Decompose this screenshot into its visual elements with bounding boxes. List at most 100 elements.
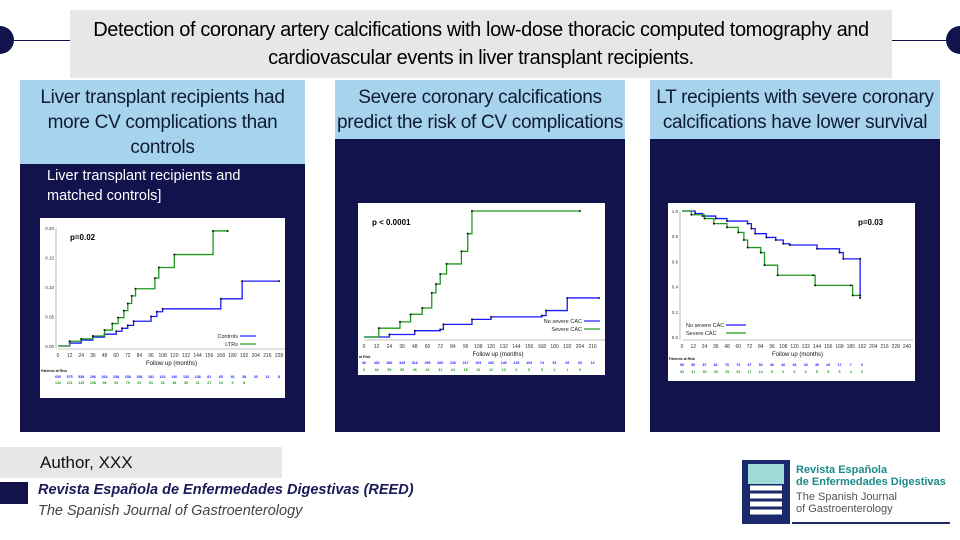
risk-count: 10 (502, 368, 506, 372)
p-value: p < 0.0001 (372, 218, 411, 227)
censor-mark (470, 318, 473, 321)
risk-count: 290 (425, 361, 431, 365)
risk-count: 46 (770, 363, 774, 367)
censor-mark (219, 297, 222, 300)
censor-mark (816, 247, 818, 250)
risk-count: 62 (137, 381, 141, 385)
risk-count: 31 (438, 368, 442, 372)
risk-count: 42 (426, 368, 430, 372)
x-tick-label: 132 (500, 344, 509, 350)
legend-label: Severe CAC (686, 331, 717, 337)
x-tick-label: 192 (563, 344, 572, 350)
x-tick-label: 108 (159, 353, 168, 359)
x-tick-label: 108 (474, 344, 483, 350)
censor-mark (598, 296, 600, 299)
censor-mark (445, 262, 448, 265)
risk-count: 17 (748, 370, 752, 374)
censor-mark (460, 250, 463, 253)
risk-count: 5 (839, 370, 841, 374)
risk-count: 133 (183, 375, 189, 379)
censor-mark (377, 327, 380, 330)
y-tick-label: 0.20 (45, 226, 54, 231)
risk-count: 6 (794, 370, 796, 374)
censor-mark (765, 236, 768, 239)
risk-count: 30 (815, 363, 819, 367)
x-tick-label: 156 (824, 344, 833, 350)
x-axis-label: Follow up (months) (472, 352, 523, 358)
risk-count: 6 (515, 368, 517, 372)
risk-count: 600 (55, 375, 61, 379)
risk-count: 6 (805, 370, 807, 374)
risk-count: 26 (714, 370, 718, 374)
y-tick-label: 0.10 (45, 285, 54, 290)
risk-count: 38 (172, 381, 176, 385)
risk-count: 55 (400, 368, 404, 372)
x-tick-label: 96 (463, 344, 469, 350)
x-tick-label: 0 (57, 353, 60, 359)
p-value: p=0.02 (70, 233, 96, 242)
censor-mark (726, 226, 728, 229)
risk-table-label: Patients at Risk (41, 369, 67, 373)
risk-count: 5 (528, 368, 530, 372)
censor-mark (703, 217, 706, 220)
censor-mark (763, 264, 766, 267)
panel-heading: LT recipients with severe coronary calci… (650, 80, 940, 139)
risk-count: 59 (387, 368, 391, 372)
risk-count: 7 (850, 363, 852, 367)
censor-mark (782, 242, 785, 245)
x-tick-label: 192 (858, 344, 867, 350)
x-tick-label: 132 (802, 344, 811, 350)
risk-count: 0 (861, 363, 863, 367)
censor-mark (851, 294, 854, 297)
risk-count: 33 (680, 370, 684, 374)
risk-count: 23 (736, 370, 740, 374)
x-tick-label: 120 (170, 353, 179, 359)
x-tick-label: 12 (690, 344, 696, 350)
risk-count: 0 (579, 368, 581, 372)
risk-count: 17 (838, 363, 842, 367)
risk-count: 33 (804, 363, 808, 367)
risk-count: 538 (78, 375, 84, 379)
risk-count: 5 (816, 370, 818, 374)
censor-mark (409, 313, 412, 316)
risk-count: 43 (161, 381, 165, 385)
censor-mark (712, 222, 715, 225)
x-tick-label: 228 (892, 344, 901, 350)
x-tick-label: 204 (252, 353, 261, 359)
censor-mark (776, 274, 779, 277)
risk-count: 40 (781, 363, 785, 367)
risk-count: 79 (126, 381, 130, 385)
km-curve-ltrs (58, 230, 228, 347)
risk-count: 6 (782, 370, 784, 374)
risk-count: 94 (114, 381, 118, 385)
x-tick-label: 72 (437, 344, 443, 350)
logo-line-4: of Gastroenterology (796, 503, 893, 515)
y-tick-label: 0.00 (45, 344, 54, 349)
risk-count: 81 (207, 375, 211, 379)
risk-count: 38 (242, 375, 246, 379)
x-tick-label: 180 (847, 344, 856, 350)
risk-count: 98 (103, 381, 107, 385)
x-tick-label: 60 (735, 344, 741, 350)
x-tick-label: 120 (487, 344, 496, 350)
censor-mark (153, 277, 156, 280)
x-tick-label: 72 (747, 344, 753, 350)
x-tick-label: 204 (576, 344, 585, 350)
censor-mark (701, 215, 704, 218)
risk-count: 146 (501, 361, 507, 365)
y-tick-label: 1.0 (672, 209, 679, 214)
censor-mark (80, 337, 83, 340)
x-tick-label: 60 (425, 344, 431, 350)
x-tick-label: 156 (525, 344, 534, 350)
divider-right (892, 40, 950, 41)
x-tick-label: 180 (228, 353, 237, 359)
logo-line-2: de Enfermedades Digestivas (796, 476, 946, 488)
x-tick-label: 156 (205, 353, 214, 359)
censor-mark (470, 210, 473, 212)
risk-count: 181 (148, 375, 154, 379)
decorative-circle-left (0, 26, 14, 54)
km-curve-severe-cac (682, 210, 861, 297)
censor-mark (115, 330, 118, 333)
risk-count: 51 (553, 361, 557, 365)
x-tick-label: 180 (550, 344, 559, 350)
